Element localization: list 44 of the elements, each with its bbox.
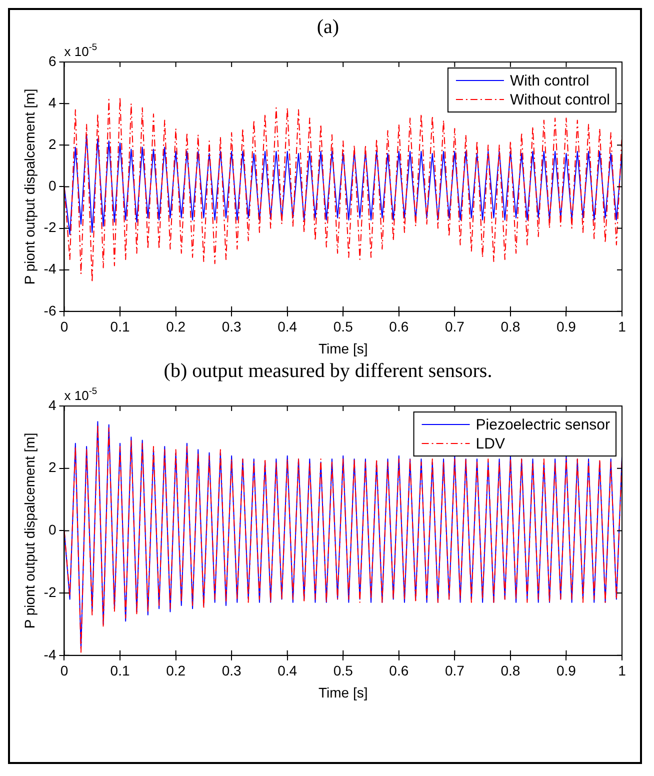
legend-label: With control <box>510 72 590 90</box>
x-tick-label: 0.1 <box>110 662 130 679</box>
y-tick-label: 2 <box>48 136 56 152</box>
x-tick-label: 0.2 <box>166 662 186 679</box>
x-tick-label: 0.3 <box>222 662 242 679</box>
x-tick-label: 0.8 <box>500 662 520 679</box>
x-tick-label: 0.4 <box>278 662 298 679</box>
x-axis-title: Time [s] <box>318 340 368 356</box>
x-tick-label: 0.9 <box>556 662 576 679</box>
legend-label: LDV <box>476 436 505 453</box>
legend-label: Without control <box>510 92 610 109</box>
x-tick-label: 0.7 <box>444 662 465 679</box>
y-tick-label: 4 <box>48 94 56 110</box>
x-tick-label: 0.2 <box>166 318 186 335</box>
y-tick-label: -4 <box>44 646 56 662</box>
y-tick-label: 4 <box>48 396 56 413</box>
x-axis-title: Time [s] <box>318 684 368 700</box>
x-tick-label: 1 <box>618 662 626 679</box>
x-tick-label: 0.4 <box>278 318 298 335</box>
x-tick-label: 0.5 <box>333 318 354 335</box>
y-tick-label: -2 <box>44 219 56 236</box>
chart-title: (b) output measured by different sensors. <box>162 360 494 384</box>
y-tick-label: 2 <box>48 459 56 476</box>
x-tick-label: 1 <box>618 318 626 335</box>
legend-label: Piezoelectric sensor <box>476 416 610 434</box>
x-tick-label: 0.1 <box>110 318 130 335</box>
y-tick-label: -2 <box>44 584 56 600</box>
y-tick-label: 6 <box>48 52 56 69</box>
y-tick-label: -6 <box>44 302 56 318</box>
x-tick-label: 0.3 <box>222 318 242 335</box>
y-axis-title: P piont output dispalcement [m] <box>21 432 38 629</box>
chart-title: (a) <box>316 16 340 40</box>
x-tick-label: 0 <box>60 662 68 679</box>
x-tick-label: 0.9 <box>556 318 576 335</box>
x-tick-label: 0.7 <box>444 318 465 335</box>
y-tick-label: -4 <box>44 260 56 277</box>
x-tick-label: 0.8 <box>500 318 520 335</box>
x-tick-label: 0.5 <box>333 662 354 679</box>
y-axis-title: P piont output dispalcement [m] <box>21 88 38 285</box>
x-tick-label: 0 <box>60 318 68 335</box>
x-tick-label: 0.6 <box>389 318 409 335</box>
y-tick-label: 0 <box>48 522 56 538</box>
y-tick-label: 0 <box>48 178 56 194</box>
x-tick-label: 0.6 <box>389 662 409 679</box>
